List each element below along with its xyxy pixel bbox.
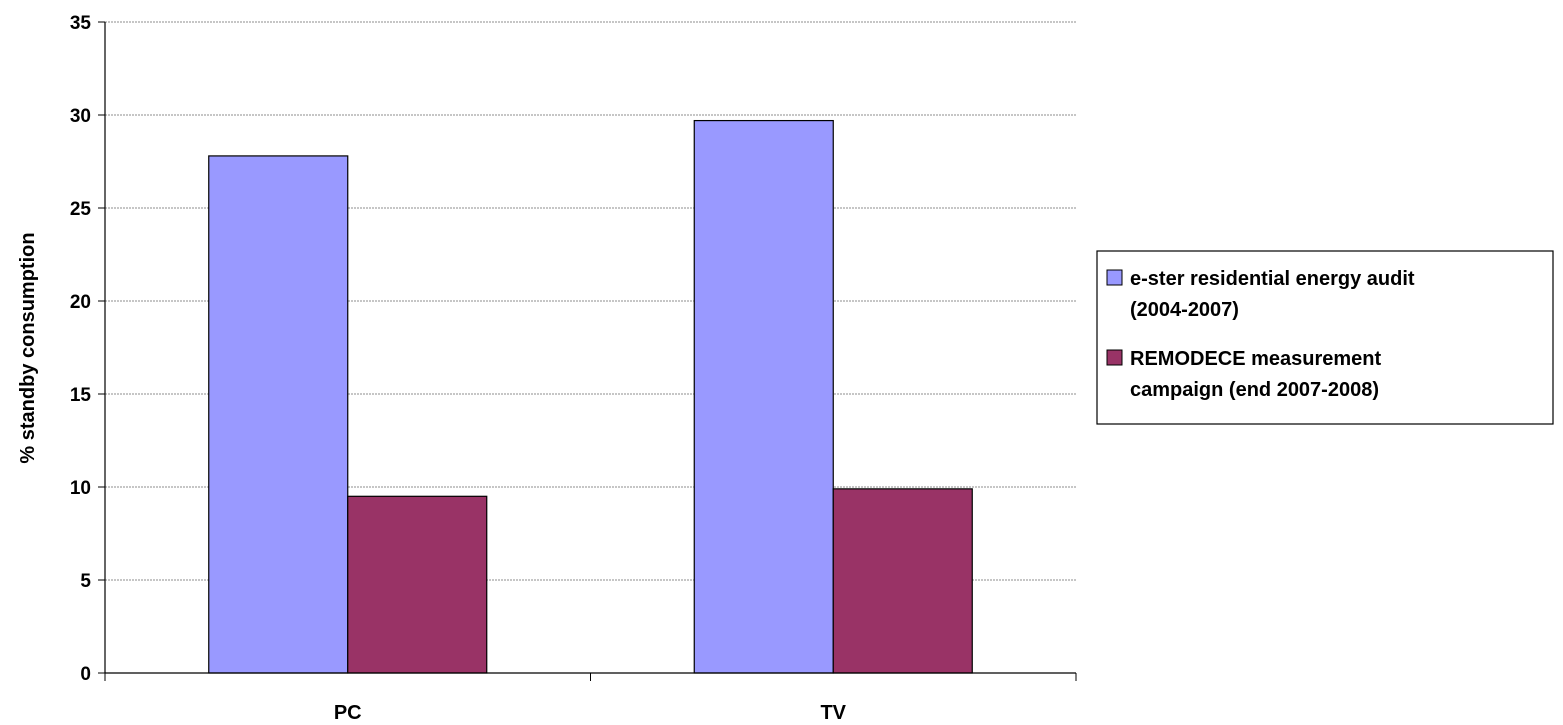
legend-box (1096, 250, 1554, 425)
bar-pc-series-1 (208, 155, 349, 674)
y-tick-label: 5 (80, 571, 91, 592)
y-tick-labels: 0 5 10 15 20 25 30 35 (70, 13, 92, 685)
x-tick-labels: PC TV (334, 702, 847, 724)
legend-label: (2004-2007) (1130, 299, 1239, 321)
y-axis-title: % standby consumption (17, 232, 39, 463)
y-tick-label: 10 (70, 478, 91, 499)
x-tick-label: PC (334, 702, 362, 724)
legend-label: e-ster residential energy audit (1130, 268, 1415, 290)
bars (208, 119, 973, 674)
axes (98, 21, 1077, 681)
bar-tv-series-1 (693, 119, 834, 674)
legend-label: REMODECE measurement (1130, 348, 1382, 370)
legend: e-ster residential energy audit (2004-200… (1096, 250, 1554, 425)
y-tick-label: 35 (70, 13, 92, 34)
legend-label: campaign (end 2007-2008) (1130, 379, 1379, 401)
y-tick-label: 15 (70, 385, 92, 406)
bar-tv-series-2 (832, 488, 973, 674)
legend-swatch (1106, 269, 1123, 286)
y-tick-label: 0 (80, 664, 91, 685)
y-tick-label: 20 (70, 292, 91, 313)
y-tick-label: 30 (70, 106, 91, 127)
y-tick-label: 25 (70, 199, 92, 220)
x-tick-label: TV (820, 702, 846, 724)
legend-swatch (1106, 349, 1123, 366)
bar-pc-series-2 (347, 495, 488, 674)
